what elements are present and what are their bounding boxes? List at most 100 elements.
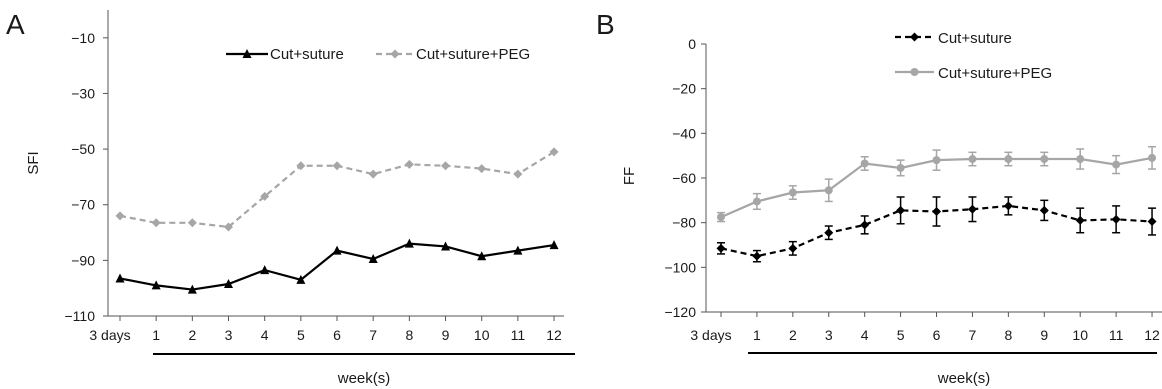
x-tick-label: 9 [442, 327, 450, 343]
data-point [752, 251, 762, 261]
x-tick-label: 9 [1040, 327, 1048, 343]
data-point [1039, 205, 1049, 215]
data-point [1076, 155, 1085, 164]
x-tick-label: 7 [369, 327, 377, 343]
data-point [1112, 160, 1121, 169]
data-point [332, 245, 342, 255]
data-point [441, 241, 451, 251]
data-point [788, 188, 797, 197]
data-point [1040, 155, 1049, 164]
x-tick-label: 3 days [89, 327, 130, 343]
panel-letter-a: A [6, 9, 25, 40]
data-point [717, 213, 725, 222]
data-point [115, 273, 125, 283]
data-point [187, 284, 197, 294]
data-point [115, 211, 125, 221]
x-tick-label: 5 [897, 327, 905, 343]
legend-label: Cut+suture+PEG [416, 46, 530, 63]
x-tick-label: 7 [969, 327, 977, 343]
data-point [404, 238, 414, 248]
data-point [1003, 201, 1013, 211]
y-tick-label: −110 [65, 308, 96, 324]
data-point [151, 218, 161, 228]
data-point [860, 220, 870, 230]
y-tick-label: −60 [672, 170, 696, 186]
data-point [549, 147, 559, 157]
x-tick-label: 1 [152, 327, 160, 343]
x-tick-label: 8 [1004, 327, 1012, 343]
data-point [860, 159, 869, 168]
data-point [932, 207, 942, 216]
legend-label: Cut+suture [938, 30, 1012, 47]
data-point [151, 280, 161, 290]
data-point [752, 197, 761, 206]
y-tick-label: −30 [71, 85, 95, 101]
legend-label: Cut+suture [270, 46, 344, 63]
x-tick-label: 11 [1109, 327, 1124, 343]
chart-sfi: −110−90−70−50−30−103 days 1 2 3 4 5 6 7 8 9 10 11 12… [25, 10, 575, 387]
data-point [896, 163, 905, 172]
legend-label: Cut+suture+PEG [938, 65, 1052, 82]
x-tick-label: 12 [1144, 327, 1160, 343]
x-tick-label: 8 [405, 327, 413, 343]
x-tick-label: 3 days [690, 327, 731, 343]
x-tick-label: 10 [474, 327, 490, 343]
series-cut-suture-peg [717, 145, 1157, 223]
legend-marker [242, 49, 252, 58]
x-axis-label: week(s) [337, 370, 391, 387]
y-tick-label: −10 [71, 30, 95, 46]
data-point [824, 186, 833, 195]
x-tick-label: 2 [789, 327, 797, 343]
x-tick-label: 4 [261, 327, 269, 343]
data-point [788, 243, 798, 253]
data-point [1075, 215, 1085, 225]
data-point [1147, 217, 1157, 227]
legend-marker [910, 68, 919, 76]
data-point [477, 164, 487, 174]
data-point [1111, 214, 1121, 224]
data-point [967, 204, 977, 214]
y-tick-label: 0 [688, 36, 696, 52]
y-tick-label: −50 [71, 141, 95, 157]
data-point [224, 279, 234, 289]
data-point [296, 274, 306, 284]
data-point [932, 156, 941, 165]
data-point [477, 251, 487, 261]
data-point [368, 253, 378, 263]
legend-marker [390, 49, 400, 59]
y-tick-label: −90 [71, 252, 95, 268]
data-point [513, 245, 523, 255]
x-axis-label: week(s) [937, 370, 991, 387]
x-tick-label: 3 [825, 327, 833, 343]
x-tick-label: 11 [511, 327, 526, 343]
x-tick-label: 3 [225, 327, 233, 343]
data-point [441, 161, 451, 171]
data-point [260, 191, 270, 201]
x-tick-label: 4 [861, 327, 869, 343]
series-cut-suture-peg [115, 147, 559, 232]
y-tick-label: −80 [672, 215, 696, 231]
x-tick-label: 1 [753, 327, 761, 343]
data-point [224, 222, 234, 232]
panel-letter-b: B [596, 9, 615, 40]
data-point [513, 169, 523, 179]
x-tick-label: 12 [546, 327, 562, 343]
x-tick-label: 6 [933, 327, 941, 343]
data-point [187, 218, 197, 228]
y-tick-label: −100 [664, 259, 696, 275]
data-point [332, 161, 342, 171]
data-point [1004, 155, 1013, 164]
y-axis-label: FF [621, 167, 638, 185]
y-tick-label: −20 [672, 81, 696, 97]
legend-marker [910, 32, 919, 42]
x-tick-label: 5 [297, 327, 305, 343]
y-tick-label: −70 [71, 197, 95, 213]
data-point [296, 161, 306, 171]
series-cut-suture [115, 238, 559, 294]
data-point [896, 205, 906, 215]
data-point [1148, 153, 1157, 162]
series-cut-suture [716, 196, 1157, 263]
data-point [404, 159, 414, 169]
